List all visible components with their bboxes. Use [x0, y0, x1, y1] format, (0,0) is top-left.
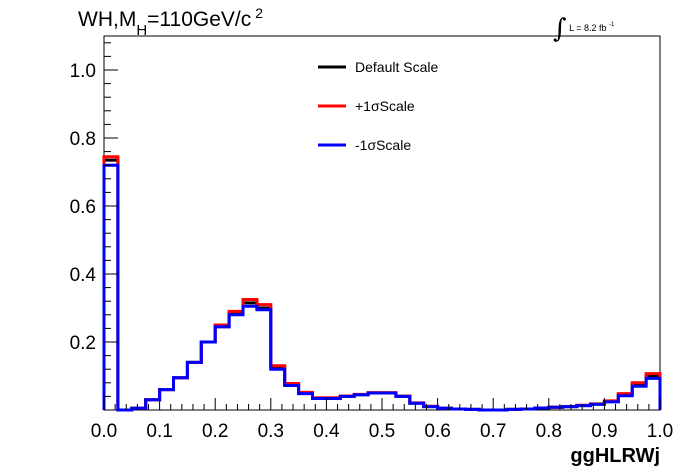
chart-title: WH,MH=110GeV/c 2	[78, 5, 264, 39]
x-tick-label: 0.8	[536, 421, 562, 442]
x-tick-label: 1.0	[647, 421, 673, 442]
title-superscript: 2	[255, 5, 264, 21]
x-tick-label: 0.5	[369, 421, 395, 442]
y-tick-label: 0.2	[70, 333, 96, 354]
x-axis-label: ggHLRWj	[570, 445, 660, 467]
legend-label: +1σScale	[355, 98, 415, 114]
x-tick-label: 0.6	[424, 421, 450, 442]
x-tick-label: 0.0	[91, 421, 117, 442]
plot-frame	[103, 35, 661, 411]
legend-label: -1σScale	[355, 137, 411, 153]
series-line-2	[102, 163, 662, 412]
y-tick-label: 0.6	[70, 197, 96, 218]
x-tick-label: 0.1	[146, 421, 172, 442]
luminosity-text: L = 8.2 fb	[569, 23, 607, 33]
x-tick-label: 0.7	[480, 421, 506, 442]
x-tick-label: 0.9	[591, 421, 617, 442]
x-tick-label: 0.4	[313, 421, 340, 442]
x-tick-label: 0.3	[258, 421, 284, 442]
x-tick-label: 0.2	[202, 421, 228, 442]
y-tick-label: 1.0	[70, 61, 96, 82]
luminosity-unit-exponent: -1	[609, 22, 615, 28]
y-tick-label: 0.4	[70, 265, 97, 286]
legend-label: Default Scale	[355, 59, 438, 75]
title-subscript: H	[136, 22, 148, 39]
title-rest: =110GeV/c	[147, 8, 252, 31]
title-main: WH,M	[78, 8, 137, 31]
y-tick-label: 0.8	[70, 129, 96, 150]
